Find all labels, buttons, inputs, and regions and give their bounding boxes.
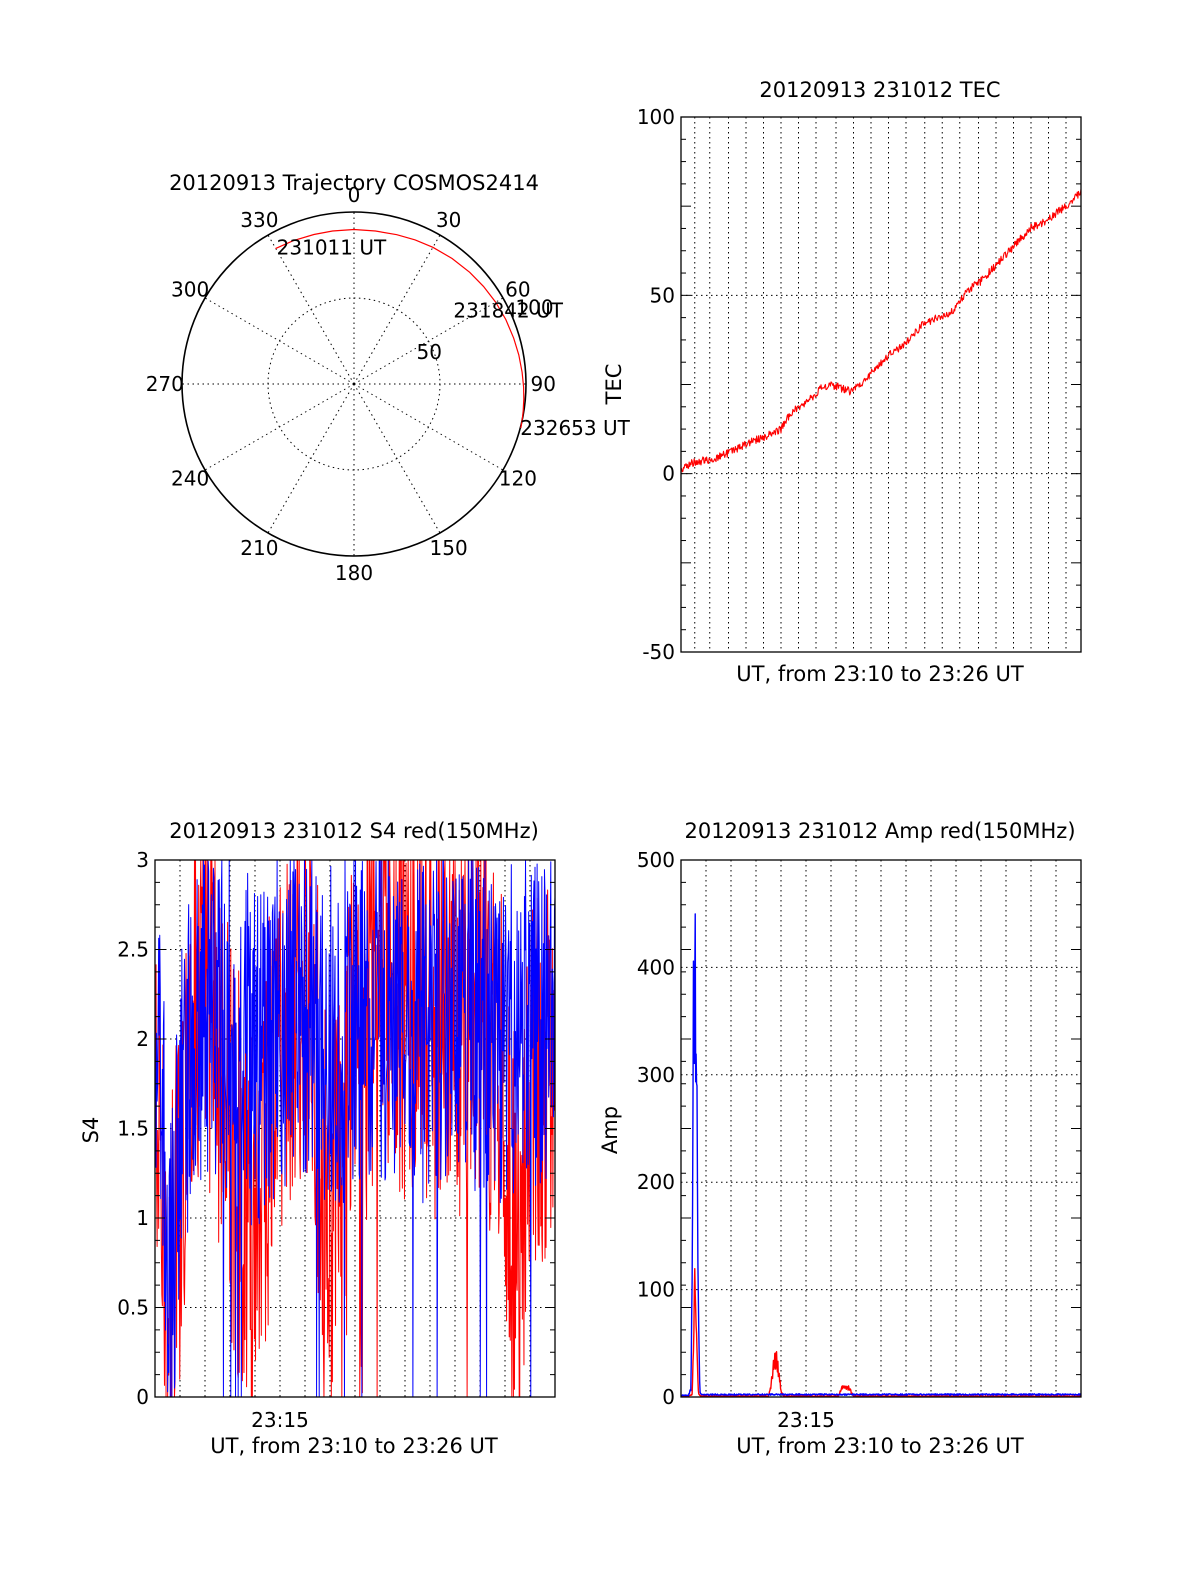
amp-title: 20120913 231012 Amp red(150MHz) bbox=[684, 819, 1075, 843]
amp-xlabel: UT, from 23:10 to 23:26 UT bbox=[736, 1434, 1024, 1458]
tec-xlabel: UT, from 23:10 to 23:26 UT bbox=[736, 662, 1024, 686]
y-tick-label: 1.5 bbox=[117, 1117, 149, 1141]
azimuth-label: 120 bbox=[499, 467, 537, 491]
polar-spoke bbox=[267, 383, 355, 534]
y-tick-label: 100 bbox=[637, 105, 675, 129]
y-tick-label: 200 bbox=[637, 1170, 675, 1194]
s4-ylabel: S4 bbox=[79, 1117, 103, 1144]
azimuth-label: 210 bbox=[240, 536, 278, 560]
amp-panel: 20120913 231012 Amp red(150MHz) 0 100 200 3… bbox=[598, 819, 1082, 1458]
y-tick-label: 300 bbox=[637, 1063, 675, 1087]
s4-panel: 20120913 231012 S4 red(150MHz) 0 0.5 1 1.5 2… bbox=[79, 819, 556, 1458]
trajectory-time-label: 231842 UT bbox=[453, 299, 563, 323]
y-tick-label: 0 bbox=[662, 1385, 675, 1409]
y-tick-label: 1 bbox=[136, 1206, 149, 1230]
polar-spoke bbox=[204, 383, 355, 471]
y-tick-label: -50 bbox=[642, 640, 675, 664]
s4-xlabel: UT, from 23:10 to 23:26 UT bbox=[210, 1434, 498, 1458]
azimuth-label: 270 bbox=[146, 372, 184, 396]
polar-spoke bbox=[353, 234, 441, 385]
trajectory-time-label: 232653 UT bbox=[520, 416, 630, 440]
y-tick-label: 2.5 bbox=[117, 938, 149, 962]
azimuth-label: 30 bbox=[436, 208, 461, 232]
azimuth-label: 60 bbox=[505, 277, 530, 301]
polar-spoke bbox=[353, 383, 441, 534]
tec-series-red bbox=[680, 189, 1082, 473]
trajectory-panel: 20120913 Trajectory COSMOS2414 0 30 60 90 12… bbox=[146, 171, 631, 585]
tec-plot-frame bbox=[680, 116, 1082, 653]
y-tick-label: 0 bbox=[136, 1385, 149, 1409]
amp-series-blue bbox=[680, 913, 1082, 1397]
radial-label: 50 bbox=[416, 340, 441, 364]
y-tick-label: 50 bbox=[650, 283, 675, 307]
y-tick-label: 500 bbox=[637, 848, 675, 872]
azimuth-label: 150 bbox=[430, 536, 468, 560]
amp-ylabel: Amp bbox=[598, 1106, 622, 1154]
y-tick-label: 2 bbox=[136, 1027, 149, 1051]
polar-spoke bbox=[353, 297, 504, 385]
amp-series-red bbox=[680, 1267, 1082, 1398]
polar-spoke bbox=[204, 297, 355, 385]
azimuth-label: 90 bbox=[530, 372, 555, 396]
polar-outer-ring bbox=[181, 211, 527, 557]
x-tick-label: 23:15 bbox=[777, 1408, 835, 1432]
azimuth-label: 300 bbox=[171, 277, 209, 301]
y-tick-label: 400 bbox=[637, 955, 675, 979]
trajectory-track bbox=[275, 228, 525, 429]
trajectory-time-label: 231011 UT bbox=[277, 235, 387, 259]
y-tick-label: 0.5 bbox=[117, 1296, 149, 1320]
y-tick-label: 100 bbox=[637, 1278, 675, 1302]
tec-ylabel: TEC bbox=[602, 364, 626, 406]
trajectory-title: 20120913 Trajectory COSMOS2414 bbox=[169, 171, 539, 195]
x-tick-label: 23:15 bbox=[251, 1408, 309, 1432]
polar-spoke bbox=[267, 234, 355, 385]
tec-panel: 20120913 231012 TEC -50 0 50 100 UT, from 2… bbox=[602, 78, 1082, 686]
s4-series-red bbox=[154, 859, 556, 1398]
azimuth-label: 180 bbox=[335, 561, 373, 585]
y-tick-label: 3 bbox=[136, 848, 149, 872]
azimuth-label: 330 bbox=[240, 208, 278, 232]
s4-series-blue bbox=[154, 859, 556, 1398]
azimuth-label: 0 bbox=[348, 183, 361, 207]
azimuth-label: 240 bbox=[171, 467, 209, 491]
radial-label: 100 bbox=[515, 295, 553, 319]
tec-title: 20120913 231012 TEC bbox=[759, 78, 1000, 102]
s4-title: 20120913 231012 S4 red(150MHz) bbox=[169, 819, 539, 843]
polar-spoke bbox=[353, 383, 504, 471]
y-tick-label: 0 bbox=[662, 462, 675, 486]
